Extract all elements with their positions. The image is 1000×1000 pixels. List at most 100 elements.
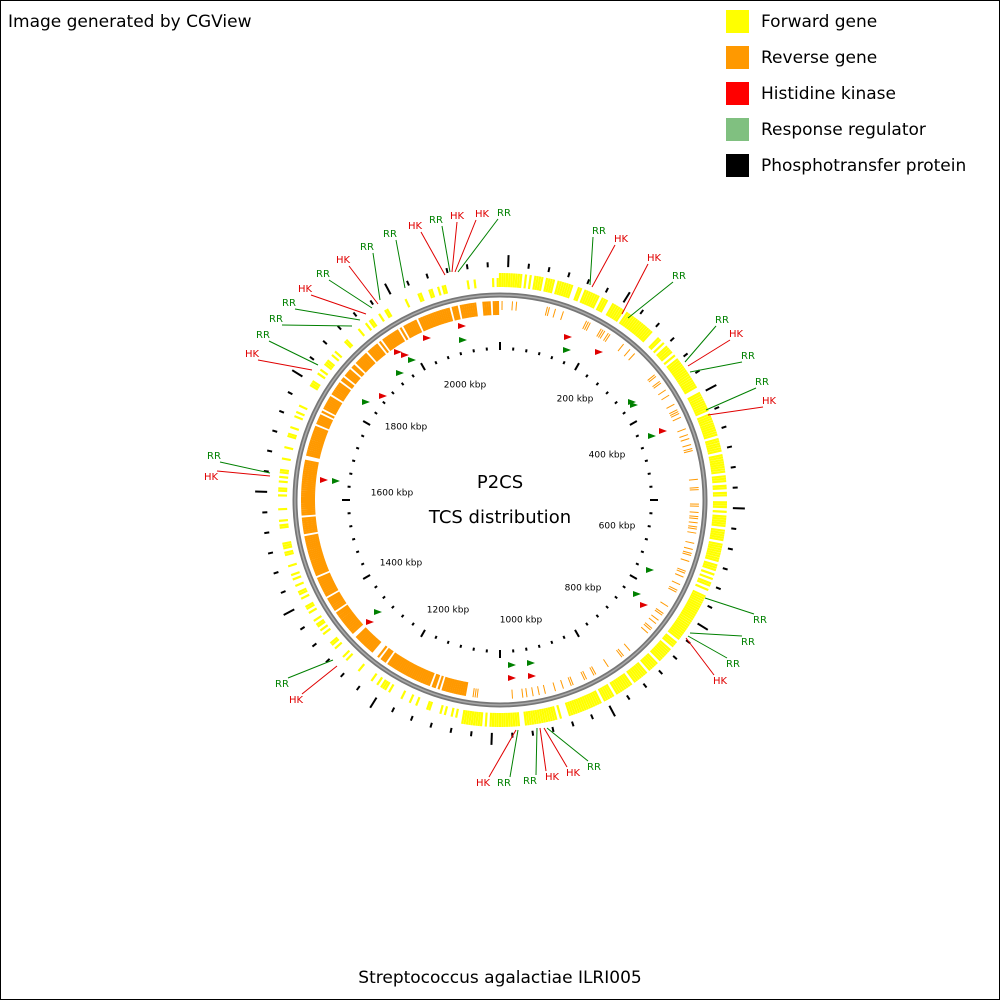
tcs-marker xyxy=(408,357,416,363)
reverse-gene xyxy=(666,403,675,409)
forward-gene xyxy=(581,290,589,305)
forward-gene xyxy=(664,633,678,644)
forward-gene xyxy=(384,681,391,691)
reverse-gene xyxy=(461,304,467,319)
reverse-gene xyxy=(372,345,383,359)
forward-gene xyxy=(620,674,631,688)
reverse-gene xyxy=(306,544,322,551)
feature-label: HK xyxy=(450,211,465,222)
inner-tick xyxy=(391,391,395,395)
outer-tick xyxy=(682,352,689,358)
scale-label: 800 kbp xyxy=(565,584,602,594)
reverse-gene xyxy=(314,567,329,575)
forward-gene xyxy=(287,562,298,568)
reverse-gene xyxy=(451,306,457,321)
forward-gene xyxy=(279,475,289,479)
reverse-gene xyxy=(453,306,459,321)
forward-gene xyxy=(279,468,290,473)
outer-tick xyxy=(291,369,303,378)
forward-gene xyxy=(622,672,633,686)
forward-gene xyxy=(554,280,560,295)
forward-gene xyxy=(470,711,475,726)
reverse-gene xyxy=(511,689,513,699)
inner-tick xyxy=(574,629,580,638)
outer-tick xyxy=(409,715,414,722)
forward-gene xyxy=(692,402,706,411)
reverse-gene xyxy=(617,343,625,352)
forward-gene xyxy=(678,375,691,385)
forward-gene xyxy=(538,709,544,724)
reverse-gene xyxy=(433,674,441,689)
reverse-gene xyxy=(515,301,518,311)
outer-tick xyxy=(531,730,535,736)
reverse-gene xyxy=(319,577,334,586)
forward-gene xyxy=(670,363,683,374)
inner-tick xyxy=(562,635,566,640)
forward-gene xyxy=(616,676,627,690)
forward-gene xyxy=(708,543,723,549)
reverse-gene xyxy=(331,598,345,608)
feature-label: RR xyxy=(755,377,769,388)
reverse-gene xyxy=(337,383,350,394)
reverse-gene xyxy=(308,443,323,450)
feature-label: HK xyxy=(713,676,728,687)
backbone-inner xyxy=(294,294,706,706)
forward-gene xyxy=(443,706,449,716)
reverse-gene xyxy=(359,357,372,369)
forward-gene xyxy=(603,685,613,699)
reverse-gene xyxy=(324,404,338,414)
scale-label: 1400 kbp xyxy=(380,559,423,569)
reverse-gene xyxy=(301,488,316,492)
inner-tick xyxy=(614,400,618,405)
forward-gene xyxy=(577,697,585,712)
reverse-gene xyxy=(323,406,337,416)
forward-gene xyxy=(536,276,542,291)
reverse-gene xyxy=(688,525,698,528)
outer-tick xyxy=(727,547,734,551)
forward-gene xyxy=(618,675,629,689)
forward-gene xyxy=(670,626,683,637)
inner-tick xyxy=(622,411,626,415)
feature-label: HK xyxy=(647,253,662,264)
reverse-gene xyxy=(364,635,376,648)
reverse-gene xyxy=(361,355,373,368)
reverse-gene xyxy=(370,640,382,653)
inner-tick xyxy=(351,537,356,541)
forward-gene xyxy=(279,525,289,529)
forward-gene xyxy=(697,577,712,585)
reverse-gene xyxy=(445,308,452,323)
forward-gene xyxy=(530,710,535,725)
reverse-gene xyxy=(309,554,324,561)
reverse-gene xyxy=(388,653,399,667)
inner-tick xyxy=(360,434,365,438)
reverse-gene xyxy=(311,435,326,443)
feature-leader xyxy=(457,218,499,273)
reverse-gene xyxy=(335,385,349,396)
reverse-gene xyxy=(315,568,330,577)
reverse-gene xyxy=(301,486,316,490)
forward-gene xyxy=(512,273,516,288)
tcs-marker xyxy=(648,433,656,439)
reverse-gene xyxy=(648,375,657,383)
reverse-gene xyxy=(474,688,477,698)
outer-tick xyxy=(267,551,274,555)
reverse-gene xyxy=(350,621,362,633)
reverse-gene xyxy=(421,316,430,330)
reverse-gene xyxy=(333,388,347,399)
forward-gene xyxy=(676,373,690,384)
forward-gene xyxy=(708,454,723,459)
reverse-gene xyxy=(302,471,317,476)
forward-gene xyxy=(382,680,389,690)
reverse-gene xyxy=(318,416,333,424)
feature-leader xyxy=(257,359,313,371)
legend-swatch xyxy=(726,10,749,33)
feature-label: HK xyxy=(408,221,423,232)
forward-gene xyxy=(640,328,651,341)
forward-gene xyxy=(319,368,329,376)
inner-tick xyxy=(640,446,645,450)
outer-tick xyxy=(355,685,361,691)
reverse-gene xyxy=(348,620,361,631)
reverse-gene xyxy=(399,659,409,673)
reverse-gene xyxy=(369,639,380,652)
reverse-gene xyxy=(423,670,432,685)
